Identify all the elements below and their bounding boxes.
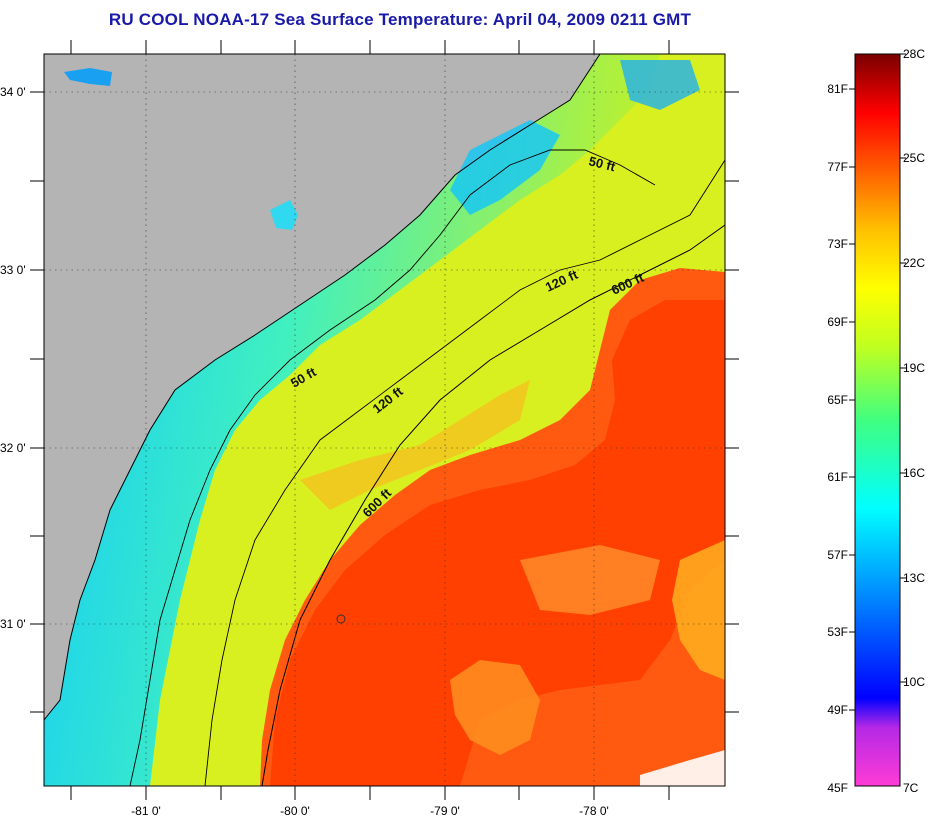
colorbar-f-45: 45F [827,781,848,795]
coastline [44,54,601,721]
lon-label-81: -81 0' [131,804,161,817]
cold-pocket-northeast [620,60,700,110]
colorbar-f-61: 61F [827,470,848,484]
colorbar-f-49: 49F [827,703,848,717]
inland-lake-blue [64,68,112,86]
eddy-swirl-mid [520,545,660,615]
colorbar-f-77: 77F [827,160,848,174]
gulf-stream-core [270,300,725,786]
colorbar-c-7: 7C [903,781,919,795]
lat-label-33: 33 0' [0,263,26,277]
station-marker [336,614,346,624]
colorbar-c-16: 16C [903,466,925,480]
isobath-120ft [204,159,725,786]
colorbar-c-19: 19C [903,361,925,375]
eddy-swirl-east [672,540,725,680]
map-frame [43,53,726,787]
colorbar-ticks [849,53,906,711]
map-area [44,54,725,786]
isobath-50ft [129,149,656,786]
axis-ticks [30,40,739,800]
colorbar-c-22: 22C [903,256,925,270]
colorbar-f-69: 69F [827,315,848,329]
colorbar-f-65: 65F [827,393,848,407]
eddy-swirl-south [450,660,540,755]
colorbar-c-25: 25C [903,151,925,165]
lon-label-80: -80 0' [280,804,310,817]
colorbar [854,53,901,787]
lat-label-32: 32 0' [0,441,26,455]
cold-pocket-north [450,120,560,215]
colorbar-f-73: 73F [827,237,848,251]
contour-label-50ft-north: 50 ft [587,153,617,174]
lat-label-34: 34 0' [0,85,26,99]
inland-lake-cyan [270,200,298,230]
warm-front-transition [300,380,530,510]
colorbar-f-81: 81F [827,82,848,96]
colorbar-c-13: 13C [903,571,925,585]
graticule [44,54,725,786]
map-title: RU COOL NOAA-17 Sea Surface Temperature:… [108,10,692,29]
colorbar-c-28: 28C [903,47,925,61]
cold-nearshore-water [44,54,660,786]
colorbar-f-53: 53F [827,625,848,639]
colorbar-f-57: 57F [827,548,848,562]
colorbar-c-10: 10C [903,675,925,689]
lat-label-31: 31 0' [0,617,26,631]
lon-label-78: -78 0' [579,804,609,817]
cloud-noise-southeast [640,750,725,786]
lon-label-79: -79 0' [430,804,460,817]
isobath-600ft [261,224,725,786]
